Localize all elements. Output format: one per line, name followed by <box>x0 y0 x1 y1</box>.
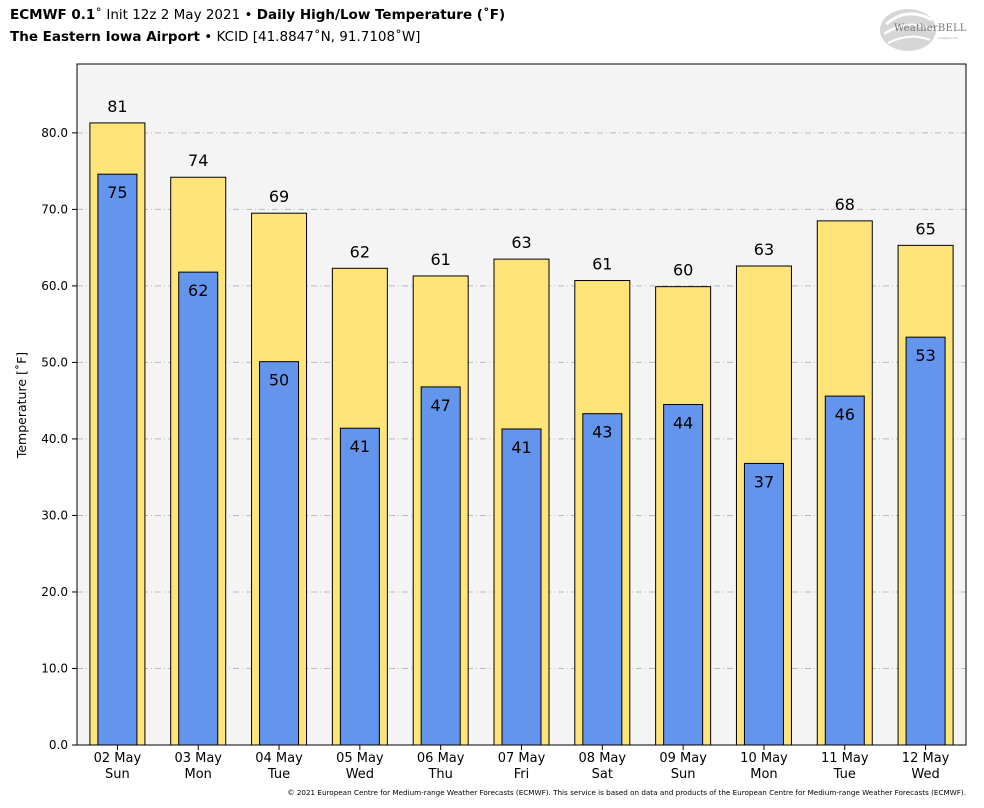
x-tick-label-day: Wed <box>346 767 374 782</box>
high-temp-label: 68 <box>835 195 855 214</box>
title-line: ECMWF 0.1˚ Init 12z 2 May 2021 • Daily H… <box>10 4 505 26</box>
model-name: ECMWF 0.1 <box>10 7 96 23</box>
low-temp-label: 46 <box>835 405 855 424</box>
chart-title: Daily High/Low Temperature (˚F) <box>256 7 506 23</box>
y-axis-label: Temperature [˚F] <box>14 352 29 459</box>
high-temp-label: 81 <box>107 97 127 116</box>
low-temp-bar <box>178 271 219 746</box>
x-tick-label-date: 12 May <box>902 751 950 766</box>
init-time: Init 12z 2 May 2021 • <box>102 7 257 23</box>
x-tick-label-day: Tue <box>267 767 290 782</box>
x-tick-label-date: 09 May <box>659 751 707 766</box>
logo-text: WeatherBELL <box>894 23 967 34</box>
low-temp-bar <box>97 173 138 746</box>
high-temp-label: 62 <box>350 242 370 261</box>
low-temp-bar <box>905 336 946 746</box>
high-temp-label: 63 <box>754 240 774 259</box>
y-tick-label: 70.0 <box>41 202 68 216</box>
x-tick-label-day: Fri <box>514 767 530 782</box>
y-tick-label: 80.0 <box>41 126 68 140</box>
y-tick-label: 40.0 <box>41 432 68 446</box>
low-temp-bar <box>259 361 300 746</box>
high-temp-label: 63 <box>511 233 531 252</box>
degree-mark: ˚ <box>95 7 103 23</box>
x-tick-label-date: 10 May <box>740 751 788 766</box>
x-tick-label-day: Wed <box>911 767 939 782</box>
low-temp-label: 37 <box>754 472 774 491</box>
low-temp-label: 50 <box>269 371 289 390</box>
x-tick-label-day: Mon <box>750 767 777 782</box>
high-temp-label: 61 <box>592 255 612 274</box>
logo-subtext: Analytics LLC <box>938 36 959 40</box>
x-tick-label-date: 04 May <box>255 751 303 766</box>
low-temp-bar <box>824 395 865 746</box>
station-name: The Eastern Iowa Airport <box>10 29 200 45</box>
low-temp-bar <box>663 404 704 746</box>
station-info: • KCID [41.8847˚N, 91.7108˚W] <box>199 29 421 45</box>
station-line: The Eastern Iowa Airport • KCID [41.8847… <box>10 26 505 48</box>
y-tick-label: 30.0 <box>41 508 68 522</box>
high-temp-label: 69 <box>269 187 289 206</box>
low-temp-label: 41 <box>511 438 531 457</box>
x-tick-label-date: 05 May <box>336 751 384 766</box>
y-tick-label: 0.0 <box>49 738 68 752</box>
x-tick-label-date: 11 May <box>821 751 869 766</box>
low-temp-label: 43 <box>592 423 612 442</box>
low-temp-label: 41 <box>350 437 370 456</box>
y-tick-label: 50.0 <box>41 355 68 369</box>
y-tick-label: 20.0 <box>41 585 68 599</box>
low-temp-label: 62 <box>188 281 208 300</box>
x-tick-label-day: Mon <box>185 767 212 782</box>
x-tick-label-date: 08 May <box>579 751 627 766</box>
x-tick-label-day: Sun <box>105 767 130 782</box>
low-temp-label: 44 <box>673 414 693 433</box>
x-tick-label-date: 06 May <box>417 751 465 766</box>
x-tick-label-day: Sat <box>592 767 613 782</box>
chart-header: ECMWF 0.1˚ Init 12z 2 May 2021 • Daily H… <box>10 4 505 48</box>
x-tick-label-day: Thu <box>427 767 452 782</box>
low-temp-bar <box>339 427 380 746</box>
copyright-footer: © 2021 European Centre for Medium-range … <box>287 788 966 797</box>
x-tick-label-date: 03 May <box>174 751 222 766</box>
low-temp-bar <box>420 386 461 746</box>
low-temp-bar <box>501 428 542 746</box>
high-temp-label: 61 <box>431 250 451 269</box>
swirl-logo-icon <box>880 9 936 51</box>
y-tick-label: 60.0 <box>41 279 68 293</box>
plot-frame <box>76 63 967 746</box>
high-temp-label: 65 <box>915 219 935 238</box>
x-tick-label-date: 02 May <box>94 751 142 766</box>
x-tick-label-day: Tue <box>833 767 856 782</box>
low-temp-bar <box>743 462 784 746</box>
x-tick-label-day: Sun <box>671 767 696 782</box>
low-temp-bar <box>582 413 623 746</box>
high-temp-label: 60 <box>673 261 693 280</box>
low-temp-label: 47 <box>431 396 451 415</box>
x-tick-label-date: 07 May <box>498 751 546 766</box>
weatherbell-logo: WeatherBELL Analytics LLC <box>878 6 970 56</box>
low-temp-label: 53 <box>915 346 935 365</box>
high-temp-label: 74 <box>188 151 208 170</box>
low-temp-label: 75 <box>107 183 127 202</box>
y-tick-label: 10.0 <box>41 661 68 675</box>
